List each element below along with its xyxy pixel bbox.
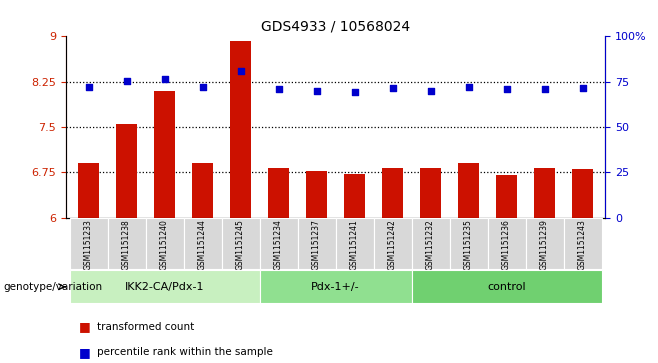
Point xyxy=(425,89,436,94)
Text: GSM1151244: GSM1151244 xyxy=(198,219,207,270)
Bar xyxy=(488,218,526,269)
Text: transformed count: transformed count xyxy=(97,322,195,332)
Text: GSM1151242: GSM1151242 xyxy=(388,219,397,270)
Bar xyxy=(145,218,184,269)
Point xyxy=(197,83,208,89)
Bar xyxy=(344,174,365,218)
Text: GSM1151234: GSM1151234 xyxy=(274,219,283,270)
Bar xyxy=(458,163,479,218)
Bar xyxy=(116,124,137,218)
Point xyxy=(84,83,94,89)
Bar xyxy=(420,168,441,218)
Bar xyxy=(382,168,403,218)
Bar xyxy=(260,270,411,303)
Bar xyxy=(154,91,175,218)
Bar xyxy=(411,270,601,303)
Text: ■: ■ xyxy=(79,320,91,333)
Bar xyxy=(306,171,327,218)
Text: GSM1151233: GSM1151233 xyxy=(84,219,93,270)
Bar xyxy=(336,218,374,269)
Text: percentile rank within the sample: percentile rank within the sample xyxy=(97,347,273,357)
Point xyxy=(121,78,132,84)
Point xyxy=(311,88,322,94)
Bar xyxy=(184,218,222,269)
Bar xyxy=(78,163,99,218)
Text: IKK2-CA/Pdx-1: IKK2-CA/Pdx-1 xyxy=(125,282,205,292)
Bar xyxy=(572,170,593,218)
Text: GSM1151235: GSM1151235 xyxy=(464,219,473,270)
Text: GSM1151240: GSM1151240 xyxy=(160,219,169,270)
Bar xyxy=(70,270,260,303)
Title: GDS4933 / 10568024: GDS4933 / 10568024 xyxy=(261,20,410,34)
Bar xyxy=(411,218,449,269)
Text: GSM1151239: GSM1151239 xyxy=(540,219,549,270)
Point xyxy=(349,89,360,95)
Text: ■: ■ xyxy=(79,346,91,359)
Bar xyxy=(297,218,336,269)
Point xyxy=(501,86,512,92)
Text: GSM1151243: GSM1151243 xyxy=(578,219,587,270)
Text: GSM1151232: GSM1151232 xyxy=(426,219,435,270)
Text: GSM1151245: GSM1151245 xyxy=(236,219,245,270)
Text: GSM1151241: GSM1151241 xyxy=(350,219,359,270)
Point xyxy=(463,83,474,89)
Bar xyxy=(534,168,555,218)
Bar xyxy=(496,175,517,218)
Bar xyxy=(260,218,297,269)
Text: control: control xyxy=(488,282,526,292)
Bar xyxy=(70,218,108,269)
Text: Pdx-1+/-: Pdx-1+/- xyxy=(311,282,360,292)
Bar xyxy=(230,41,251,218)
Point xyxy=(388,85,398,91)
Bar xyxy=(108,218,145,269)
Point xyxy=(159,76,170,82)
Bar xyxy=(192,163,213,218)
Bar xyxy=(222,218,260,269)
Point xyxy=(540,86,550,92)
Bar xyxy=(268,168,289,218)
Text: genotype/variation: genotype/variation xyxy=(3,282,103,292)
Text: GSM1151237: GSM1151237 xyxy=(312,219,321,270)
Bar xyxy=(526,218,563,269)
Text: GSM1151238: GSM1151238 xyxy=(122,219,131,270)
Bar xyxy=(374,218,411,269)
Bar xyxy=(563,218,601,269)
Point xyxy=(236,69,246,74)
Point xyxy=(273,86,284,92)
Bar xyxy=(449,218,488,269)
Point xyxy=(577,85,588,91)
Text: GSM1151236: GSM1151236 xyxy=(502,219,511,270)
